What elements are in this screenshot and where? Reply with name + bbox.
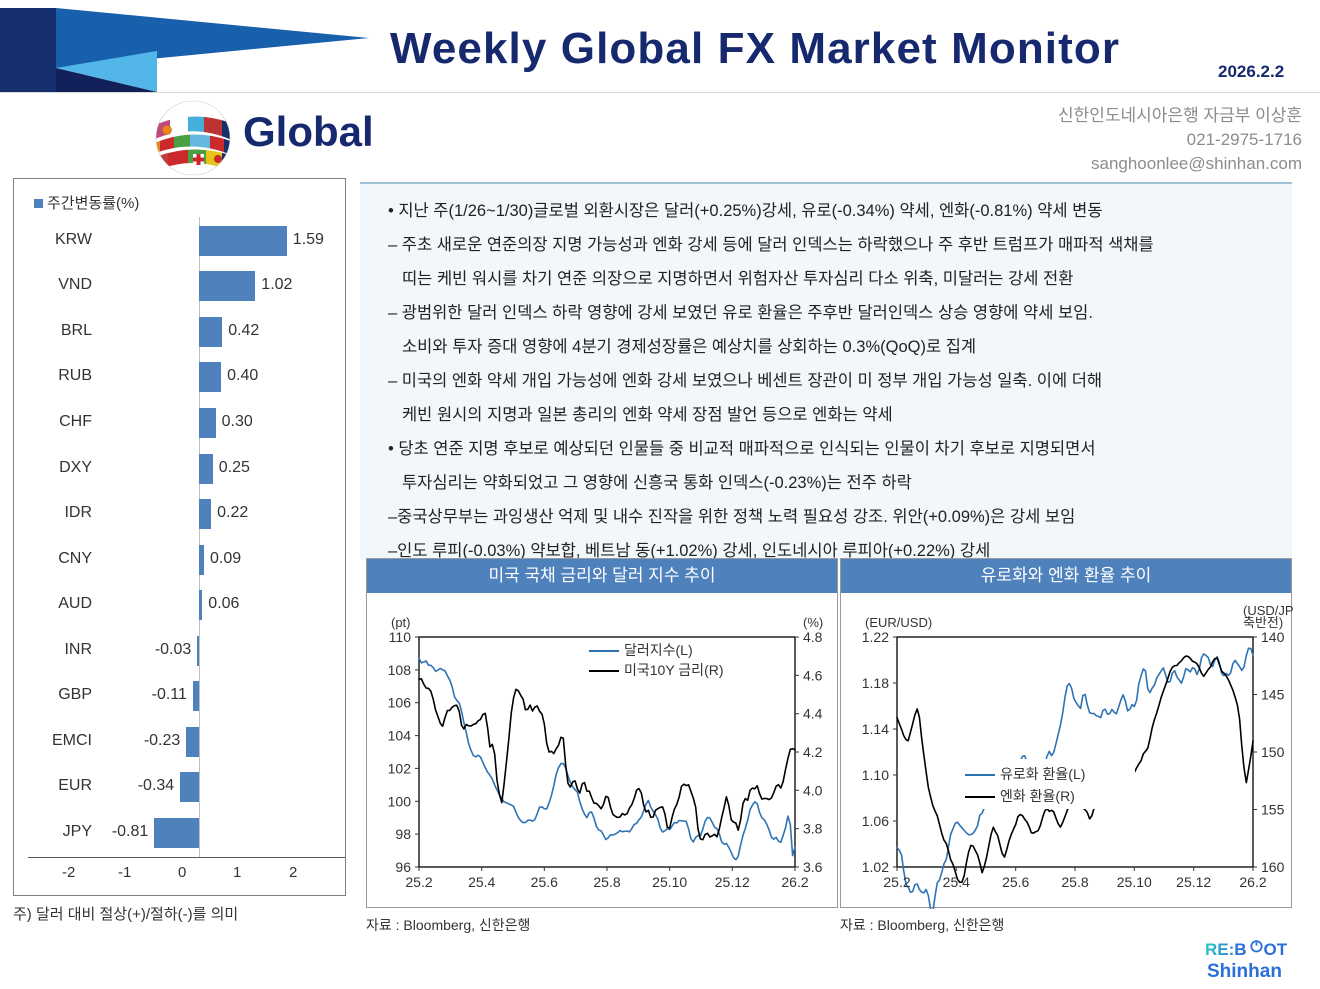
svg-text:25.8: 25.8 <box>593 874 620 890</box>
svg-text:Shinhan: Shinhan <box>1207 961 1282 982</box>
svg-text:1.14: 1.14 <box>862 721 889 737</box>
svg-text:25.2: 25.2 <box>405 874 432 890</box>
svg-text:1.22: 1.22 <box>862 629 889 645</box>
svg-text:104: 104 <box>388 728 412 744</box>
svg-text:(%): (%) <box>803 615 823 630</box>
svg-text:4.2: 4.2 <box>803 744 823 760</box>
svg-text:달러지수(L): 달러지수(L) <box>624 642 693 658</box>
svg-text:26.2: 26.2 <box>781 874 808 890</box>
svg-text:1.18: 1.18 <box>862 675 889 691</box>
svg-text:25.6: 25.6 <box>531 874 558 890</box>
svg-text:(pt): (pt) <box>391 615 411 630</box>
svg-text:4.4: 4.4 <box>803 706 823 722</box>
svg-text:3.8: 3.8 <box>803 821 823 837</box>
svg-text:4.8: 4.8 <box>803 629 823 645</box>
svg-text:1.02: 1.02 <box>862 859 889 875</box>
svg-text:25.12: 25.12 <box>715 874 750 890</box>
svg-text:100: 100 <box>388 793 412 809</box>
svg-text:160: 160 <box>1261 859 1285 875</box>
svg-text:RE:B: RE:B <box>1205 940 1247 959</box>
svg-text:(EUR/USD): (EUR/USD) <box>865 615 932 630</box>
svg-text:150: 150 <box>1261 744 1285 760</box>
svg-text:25.4: 25.4 <box>468 874 495 890</box>
svg-text:155: 155 <box>1261 802 1285 818</box>
svg-text:25.2: 25.2 <box>883 874 910 890</box>
svg-text:엔화 환율(R): 엔화 환율(R) <box>1000 788 1075 804</box>
svg-text:25.10: 25.10 <box>1117 874 1152 890</box>
svg-text:유로화 환율(L): 유로화 환율(L) <box>1000 766 1085 782</box>
svg-text:1.10: 1.10 <box>862 767 889 783</box>
svg-text:미국10Y 금리(R): 미국10Y 금리(R) <box>624 662 724 678</box>
svg-text:102: 102 <box>388 760 412 776</box>
svg-text:25.12: 25.12 <box>1176 874 1211 890</box>
svg-text:140: 140 <box>1261 629 1285 645</box>
svg-text:축반전): 축반전) <box>1243 615 1283 630</box>
svg-text:25.4: 25.4 <box>943 874 970 890</box>
svg-text:96: 96 <box>395 859 411 875</box>
svg-text:106: 106 <box>388 695 412 711</box>
svg-text:4.6: 4.6 <box>803 667 823 683</box>
svg-text:1.06: 1.06 <box>862 813 889 829</box>
svg-text:4.0: 4.0 <box>803 782 823 798</box>
svg-text:25.8: 25.8 <box>1061 874 1088 890</box>
svg-text:26.2: 26.2 <box>1239 874 1266 890</box>
svg-text:25.6: 25.6 <box>1002 874 1029 890</box>
svg-text:25.10: 25.10 <box>652 874 687 890</box>
svg-text:3.6: 3.6 <box>803 859 823 875</box>
svg-text:110: 110 <box>389 629 412 645</box>
svg-text:145: 145 <box>1261 687 1285 703</box>
svg-text:98: 98 <box>395 826 411 842</box>
svg-text:OT: OT <box>1264 940 1288 959</box>
svg-text:108: 108 <box>388 662 412 678</box>
